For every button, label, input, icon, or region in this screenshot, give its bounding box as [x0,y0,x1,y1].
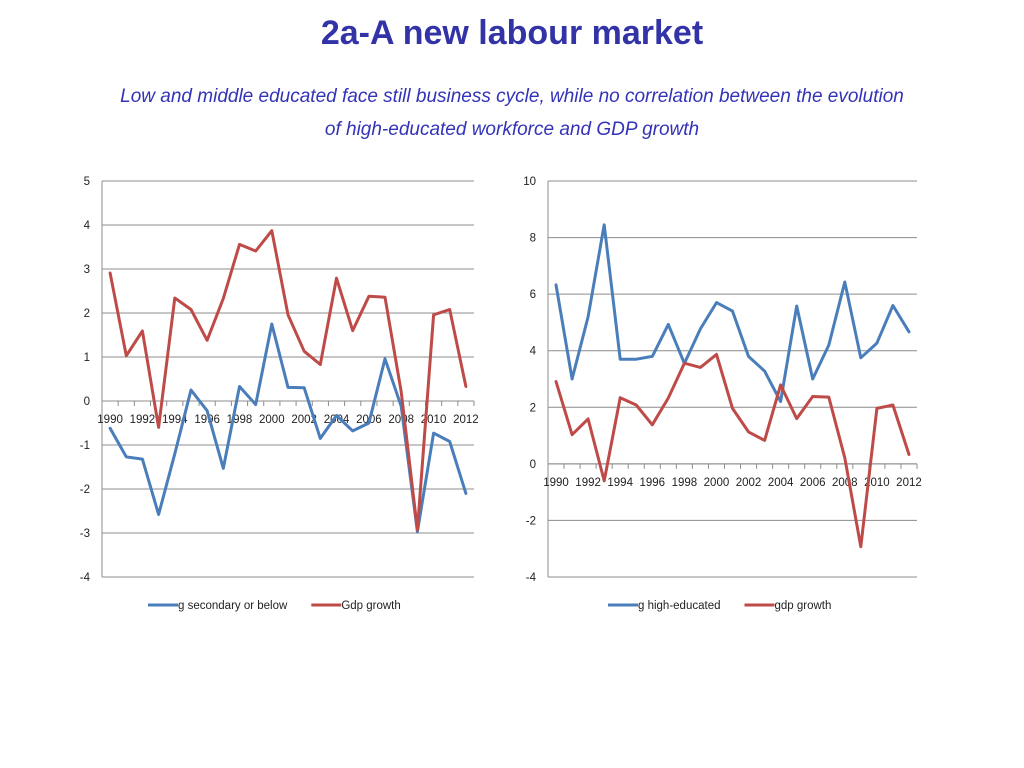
y-tick-label: 5 [84,176,90,188]
x-tick-label: 2002 [736,477,762,489]
y-tick-label: 0 [84,396,90,408]
y-tick-label: 4 [84,220,91,232]
y-tick-label: -4 [80,572,91,584]
y-tick-label: 2 [530,402,536,414]
page-subtitle: Low and middle educated face still busin… [120,86,904,140]
x-tick-label: 1990 [543,477,569,489]
y-tick-label: 6 [530,289,536,301]
y-tick-label: -1 [80,440,90,452]
x-tick-label: 2000 [259,414,285,426]
y-tick-label: 2 [84,308,90,320]
page-title: 2a-A new labour market [320,14,704,52]
y-tick-label: 1 [84,352,90,364]
x-tick-label: 2012 [896,477,922,489]
y-tick-label: 0 [530,459,536,471]
x-tick-label: 2000 [704,477,730,489]
x-tick-label: 1996 [639,477,665,489]
x-tick-label: 2008 [388,414,414,426]
x-tick-label: 1996 [194,414,220,426]
y-tick-label: 3 [84,264,90,276]
y-tick-label: 10 [523,176,536,188]
legend-label-0: g high-educated [638,600,720,612]
y-tick-label: 4 [530,346,537,358]
legend-label-1: Gdp growth [341,600,400,612]
series-line-1 [108,229,468,532]
x-tick-label: 2002 [291,414,317,426]
x-tick-label: 2006 [800,477,826,489]
y-tick-label: -3 [80,528,90,540]
x-tick-label: 1998 [672,477,698,489]
x-tick-label: 1992 [575,477,601,489]
y-tick-label: -4 [526,572,537,584]
x-tick-label: 2012 [453,414,479,426]
series-line-0 [554,223,911,404]
x-tick-label: 2004 [768,477,794,489]
x-tick-label: 1990 [97,414,123,426]
x-tick-label: 2010 [864,477,890,489]
x-tick-label: 2008 [832,477,858,489]
legend-label-0: g secondary or below [178,600,288,612]
y-tick-label: -2 [80,484,90,496]
y-tick-label: -2 [526,515,536,527]
x-tick-label: 1994 [607,477,633,489]
y-tick-label: 8 [530,233,536,245]
legend-label-1: gdp growth [774,600,831,612]
x-tick-label: 1992 [130,414,156,426]
series-line-1 [554,352,911,549]
